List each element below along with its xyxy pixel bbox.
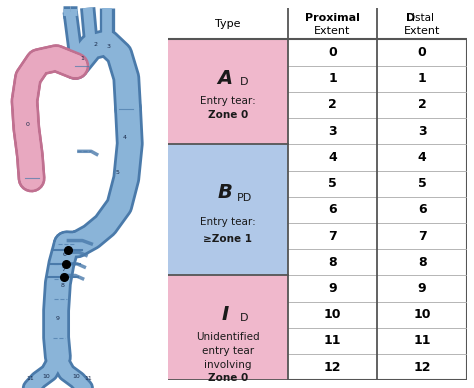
Text: 1: 1 xyxy=(328,72,337,85)
Text: 0: 0 xyxy=(418,46,427,59)
Text: D: D xyxy=(240,78,249,87)
Text: 6: 6 xyxy=(63,252,67,256)
Text: 10: 10 xyxy=(413,308,431,321)
Text: Entry tear:: Entry tear: xyxy=(200,96,256,106)
Text: 4: 4 xyxy=(328,151,337,164)
Text: 1: 1 xyxy=(418,72,427,85)
Text: 0: 0 xyxy=(328,46,337,59)
Text: 3: 3 xyxy=(107,44,111,49)
Text: 2: 2 xyxy=(93,42,98,47)
Text: 10: 10 xyxy=(43,374,50,379)
Text: 9: 9 xyxy=(328,282,337,295)
Text: Proximal: Proximal xyxy=(305,13,360,23)
Text: 8: 8 xyxy=(418,256,427,269)
Text: 12: 12 xyxy=(413,360,431,374)
Text: Entry tear:: Entry tear: xyxy=(200,217,256,227)
Text: 12: 12 xyxy=(324,360,341,374)
Text: 11: 11 xyxy=(324,334,341,347)
Text: Type: Type xyxy=(215,19,241,29)
Text: 0: 0 xyxy=(26,122,30,126)
Text: Extent: Extent xyxy=(314,26,351,36)
Text: Extent: Extent xyxy=(404,26,440,36)
Text: ≥Zone 1: ≥Zone 1 xyxy=(203,234,253,244)
Text: 1: 1 xyxy=(81,56,84,61)
Text: 10: 10 xyxy=(324,308,341,321)
Text: 8: 8 xyxy=(60,283,64,288)
Text: entry tear: entry tear xyxy=(202,346,254,356)
Text: 4: 4 xyxy=(418,151,427,164)
Bar xyxy=(168,144,288,275)
Text: Zone 0: Zone 0 xyxy=(208,110,248,120)
Bar xyxy=(168,8,467,40)
Text: 2: 2 xyxy=(418,99,427,111)
Text: 11: 11 xyxy=(413,334,431,347)
Text: 4: 4 xyxy=(122,135,127,140)
Text: D: D xyxy=(406,13,415,23)
Text: 2: 2 xyxy=(328,99,337,111)
Text: istal: istal xyxy=(412,13,434,23)
Text: PD: PD xyxy=(237,193,252,203)
Text: 6: 6 xyxy=(418,203,427,217)
Text: Unidentified: Unidentified xyxy=(196,332,260,342)
Text: 9: 9 xyxy=(418,282,427,295)
Bar xyxy=(168,40,288,144)
Text: 6: 6 xyxy=(328,203,337,217)
Text: 10: 10 xyxy=(73,374,80,379)
Text: involving: involving xyxy=(204,360,252,369)
Text: Zone 0: Zone 0 xyxy=(208,373,248,383)
Text: D: D xyxy=(240,314,249,323)
Text: 9: 9 xyxy=(56,316,60,320)
Text: 7: 7 xyxy=(418,230,427,242)
Text: A: A xyxy=(218,69,233,88)
Text: 8: 8 xyxy=(328,256,337,269)
Text: B: B xyxy=(218,183,232,202)
Text: 11: 11 xyxy=(85,376,92,381)
Text: 3: 3 xyxy=(328,125,337,138)
Text: 5: 5 xyxy=(116,170,119,175)
Text: 5: 5 xyxy=(328,177,337,190)
Text: 11: 11 xyxy=(26,376,34,381)
Text: 5: 5 xyxy=(418,177,427,190)
Bar xyxy=(168,275,288,380)
Text: I: I xyxy=(221,305,228,324)
Text: 3: 3 xyxy=(418,125,427,138)
Text: 7: 7 xyxy=(328,230,337,242)
Text: 7: 7 xyxy=(61,267,65,272)
